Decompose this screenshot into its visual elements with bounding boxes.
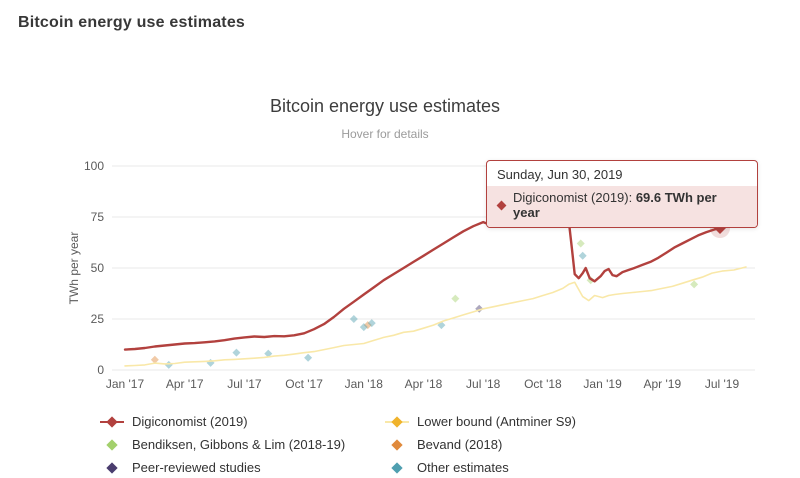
scatter-point-other-estimates[interactable]: [232, 348, 241, 357]
x-tick-label: Jul '19: [705, 377, 740, 391]
scatter-point-other-estimates[interactable]: [206, 358, 215, 367]
scatter-point-bendiksen-gibbons-lim-2018-19[interactable]: [576, 239, 585, 248]
legend-diamond: [106, 461, 118, 474]
x-tick-label: Jul '17: [227, 377, 262, 391]
digiconomist-marker-icon: [496, 200, 507, 210]
legend-diamond: [106, 438, 118, 451]
scatter-point-other-estimates[interactable]: [578, 251, 587, 260]
y-tick-label: 0: [97, 363, 104, 377]
legend-diamond: [391, 438, 403, 451]
peer-reviewed-legend-marker-icon: [100, 461, 124, 474]
legend-diamond: [106, 415, 118, 428]
legend-diamond: [391, 415, 403, 428]
scatter-point-other-estimates[interactable]: [349, 315, 358, 323]
legend-diamond: [391, 461, 403, 474]
y-tick-label: 75: [91, 210, 105, 224]
y-tick-label: 50: [91, 261, 105, 275]
other-estimates-legend-marker-icon: [385, 461, 409, 474]
legend-label: Lower bound (Antminer S9): [417, 414, 576, 429]
x-tick-label: Jul '18: [466, 377, 501, 391]
series-line-lower-bound-antminer-s9[interactable]: [124, 266, 747, 367]
tooltip-value: 69.6 TWh per year: [513, 190, 717, 220]
page-title: Bitcoin energy use estimates: [18, 14, 246, 31]
scatter-point-other-estimates[interactable]: [164, 360, 173, 369]
legend-item-bendiksen[interactable]: Bendiksen, Gibbons & Lim (2018-19): [100, 437, 385, 452]
chart-title: Bitcoin energy use estimates: [269, 96, 501, 116]
tooltip-series-label: Digiconomist (2019):: [513, 190, 636, 205]
legend-label: Bendiksen, Gibbons & Lim (2018-19): [132, 437, 346, 452]
legend-item-peer-reviewed[interactable]: Peer-reviewed studies: [100, 460, 385, 475]
scatter-point-other-estimates[interactable]: [359, 323, 368, 332]
legend-label: Digiconomist (2019): [132, 414, 248, 429]
scatter-point-other-estimates[interactable]: [304, 353, 313, 362]
x-tick-label: Oct '18: [524, 377, 562, 391]
x-tick-label: Jan '18: [345, 377, 384, 391]
scatter-point-bendiksen-gibbons-lim-2018-19[interactable]: [451, 294, 460, 303]
tooltip-series-row: Digiconomist (2019): 69.6 TWh per year: [487, 186, 757, 227]
bendiksen-legend-marker-icon: [100, 438, 124, 451]
lower-bound-legend-marker-icon: [385, 415, 409, 428]
legend-item-other-estimates[interactable]: Other estimates: [385, 460, 576, 475]
x-tick-label: Apr '17: [166, 377, 204, 391]
series-line-digiconomist-2019[interactable]: [123, 219, 722, 351]
x-tick-label: Jan '17: [106, 377, 145, 391]
chart-tooltip: Sunday, Jun 30, 2019 Digiconomist (2019)…: [486, 160, 758, 228]
legend-item-lower-bound[interactable]: Lower bound (Antminer S9): [385, 414, 576, 429]
x-tick-label: Apr '19: [643, 377, 681, 391]
legend-label: Peer-reviewed studies: [132, 460, 261, 475]
digiconomist-legend-marker-icon: [100, 415, 124, 428]
y-tick-label: 100: [84, 159, 104, 173]
tooltip-series-text: Digiconomist (2019): 69.6 TWh per year: [513, 190, 747, 220]
scatter-point-other-estimates[interactable]: [367, 319, 376, 328]
chart-legend: Digiconomist (2019) Lower bound (Antmine…: [100, 414, 576, 475]
scatter-point-bevand-2018[interactable]: [363, 321, 372, 330]
y-axis-title: TWh per year: [67, 232, 81, 305]
scatter-point-bevand-2018[interactable]: [150, 355, 159, 364]
legend-item-bevand[interactable]: Bevand (2018): [385, 437, 576, 452]
legend-label: Other estimates: [417, 460, 509, 475]
legend-label: Bevand (2018): [417, 437, 503, 452]
scatter-point-bendiksen-gibbons-lim-2018-19[interactable]: [690, 280, 699, 289]
x-tick-label: Oct '17: [285, 377, 323, 391]
bevand-legend-marker-icon: [385, 438, 409, 451]
y-tick-label: 25: [91, 312, 105, 326]
legend-item-digiconomist[interactable]: Digiconomist (2019): [100, 414, 385, 429]
scatter-point-other-estimates[interactable]: [264, 349, 273, 358]
tooltip-date: Sunday, Jun 30, 2019: [497, 167, 623, 182]
chart-subtitle: Hover for details: [341, 127, 429, 141]
x-tick-label: Apr '18: [405, 377, 443, 391]
x-tick-label: Jan '19: [583, 377, 622, 391]
